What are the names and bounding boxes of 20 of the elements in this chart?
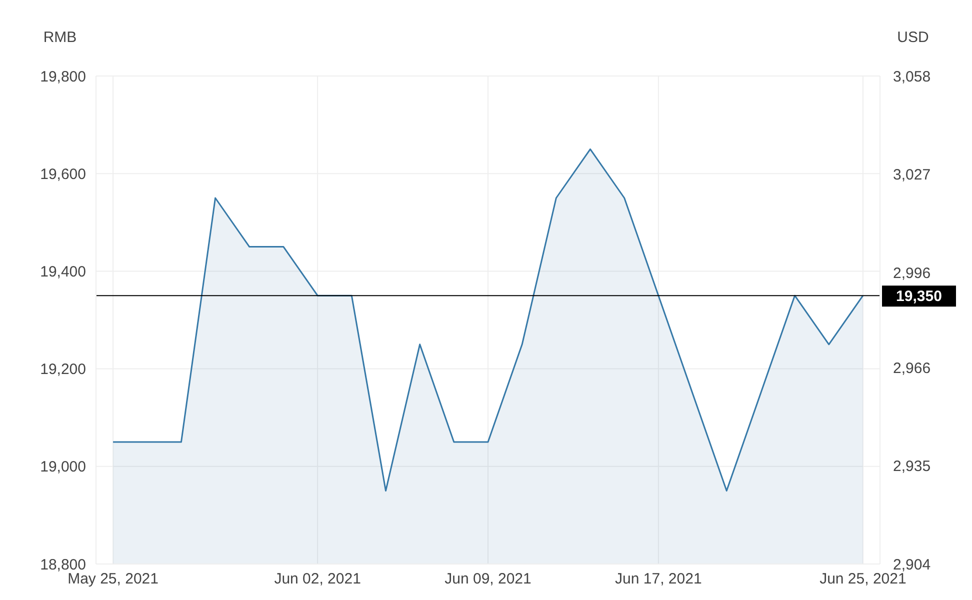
y-tick-label: 19,000 — [40, 458, 86, 476]
x-tick-label: Jun 02, 2021 — [274, 570, 361, 588]
y2-tick-label: 3,027 — [893, 166, 931, 184]
x-tick-label: May 25, 2021 — [68, 570, 158, 588]
y-tick-label: 19,800 — [40, 68, 86, 86]
x-tick-label: Jun 09, 2021 — [444, 570, 532, 588]
y2-tick-label: 2,935 — [893, 458, 931, 476]
y-tick-label: 18,800 — [40, 556, 86, 574]
x-tick-label: Jun 17, 2021 — [615, 570, 702, 588]
x-tick-label: Jun 25, 2021 — [820, 570, 906, 588]
y-axis-title: RMB — [43, 29, 77, 46]
y2-tick-label: 3,058 — [893, 68, 931, 86]
y2-tick-label: 2,904 — [893, 556, 931, 574]
y-tick-label: 19,400 — [40, 264, 86, 281]
y-tick-label: 19,200 — [40, 361, 86, 378]
ref-line-label: 19,350 — [896, 288, 942, 306]
y2-tick-label: 2,996 — [893, 264, 931, 282]
y2-axis-title: USD — [897, 29, 929, 46]
y2-tick-label: 2,966 — [893, 360, 931, 377]
y-tick-label: 19,600 — [40, 166, 86, 183]
